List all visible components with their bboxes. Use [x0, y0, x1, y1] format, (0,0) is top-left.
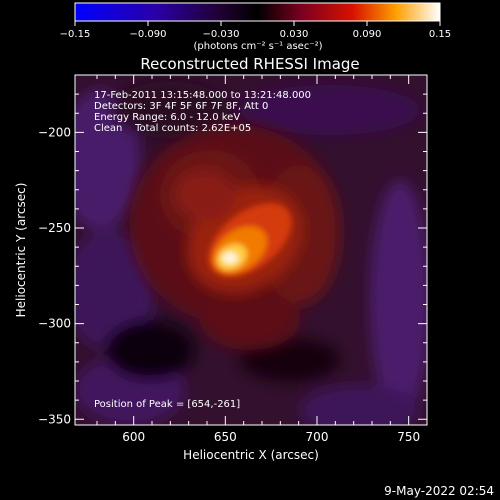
colorbar-tick-label: −0.030	[202, 29, 239, 40]
x-tick-label: 600	[122, 430, 145, 444]
colorbar-tick-label: 0.15	[429, 29, 451, 40]
x-tick-label: 650	[214, 430, 237, 444]
annotation-clean-counts: Clean Total counts: 2.62E+05	[94, 123, 251, 134]
peak-position-label: Position of Peak = [654,-261]	[94, 399, 240, 410]
chart-title: Reconstructed RHESSI Image	[140, 55, 359, 73]
x-tick-label: 750	[397, 430, 420, 444]
y-tick-label: −300	[38, 317, 71, 331]
plot-frame	[74, 74, 428, 426]
y-tick-label: −250	[38, 221, 71, 235]
colorbar: −0.15 −0.090 −0.030 0.030 0.090 0.15 (ph…	[60, 2, 451, 52]
colorbar-tick-label: 0.090	[353, 29, 382, 40]
annotation-energy-range: Energy Range: 6.0 - 12.0 keV	[94, 112, 240, 123]
plot-date-label: 9-May-2022 02:54	[384, 484, 494, 498]
annotation-time-range: 17-Feb-2011 13:15:48.000 to 13:21:48.000	[94, 90, 311, 101]
x-axis-label: Heliocentric X (arcsec)	[183, 448, 319, 462]
colorbar-gradient	[74, 2, 441, 22]
x-tick-label: 700	[306, 430, 329, 444]
heatmap-image	[75, 75, 427, 425]
colorbar-tick-label: −0.090	[129, 29, 166, 40]
y-tick-label: −200	[38, 125, 71, 139]
annotation-detectors: Detectors: 3F 4F 5F 6F 7F 8F, Att 0	[94, 101, 268, 112]
colorbar-units: (photons cm⁻² s⁻¹ asec⁻²)	[193, 41, 322, 52]
colorbar-tick-label: −0.15	[60, 29, 91, 40]
y-axis-label: Heliocentric Y (arcsec)	[14, 183, 28, 318]
axis-ticks: 600 650 700 750 −200 −250 −300 −350	[38, 74, 428, 444]
colorbar-tick-label: 0.030	[280, 29, 309, 40]
y-tick-label: −350	[38, 412, 71, 426]
